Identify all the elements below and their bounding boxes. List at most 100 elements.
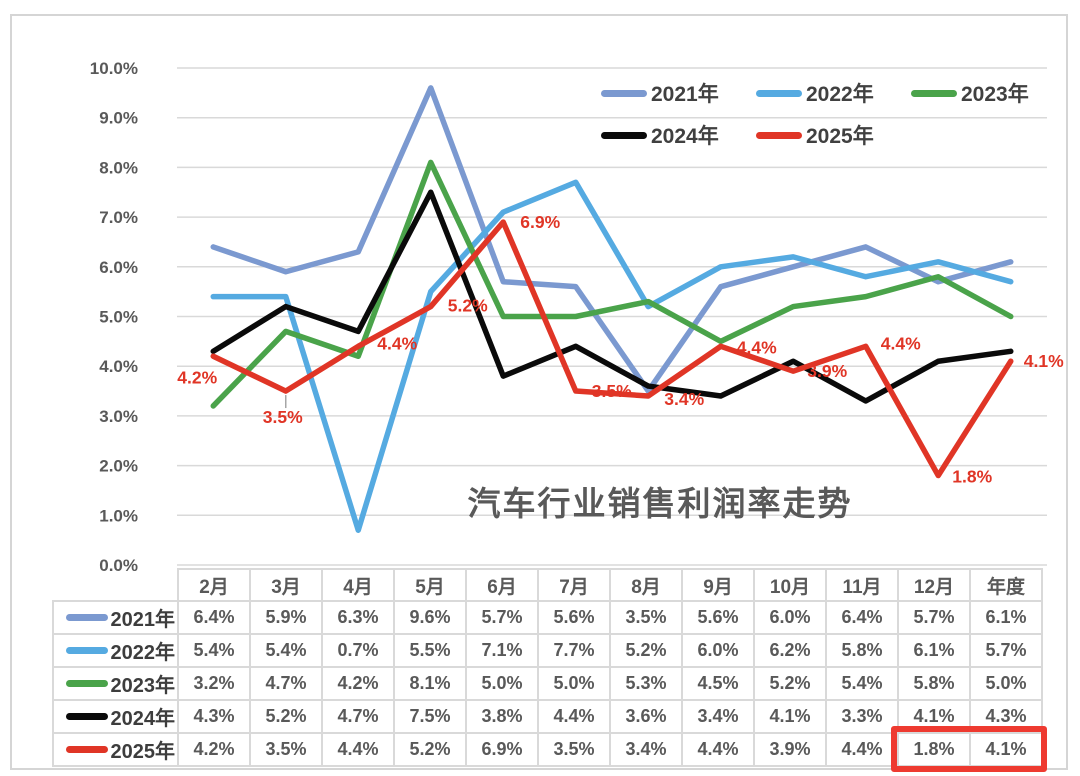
row-label: 2021年 (110, 609, 176, 631)
column-header-6月: 6月 (465, 568, 539, 602)
data-label: 3.5% (592, 381, 632, 401)
row-swatch-icon (65, 614, 108, 621)
column-header-10月: 10月 (753, 568, 827, 602)
table-cell: 4.2% (321, 666, 395, 701)
table-row-2022年: 2022年 5.4% 5.4% 0.7% 5.5% 7.1% 7.7% 5.2% 6.0% 6.2… (52, 633, 1043, 668)
y-tick-label: 3.0% (99, 407, 138, 426)
table-cell: 3.8% (465, 699, 539, 734)
row-swatch-icon (65, 647, 108, 654)
table-cell: 6.0% (753, 600, 827, 635)
legend-item-2022年: 2022年 (756, 72, 911, 114)
table-cell: 6.2% (753, 633, 827, 668)
table-cell: 4.4% (681, 732, 755, 767)
table-cell: 1.8% (897, 732, 971, 767)
table-cell: 3.3% (825, 699, 899, 734)
row-swatch-icon (65, 713, 108, 720)
column-header-7月: 7月 (537, 568, 611, 602)
table-cell: 4.5% (681, 666, 755, 701)
table-cell: 6.4% (825, 600, 899, 635)
table-cell: 4.1% (753, 699, 827, 734)
legend-label: 2025年 (806, 125, 874, 148)
legend-swatch-icon (756, 131, 802, 139)
table-cell: 5.0% (537, 666, 611, 701)
table-cell: 4.1% (969, 732, 1043, 767)
data-label: 3.4% (664, 389, 704, 409)
table-cell: 3.5% (537, 732, 611, 767)
data-labels-2025: 4.2% 3.5% 4.4% 5.2% 6.9% 3.5% 3.4% 4.4% 3.9% 4.4%… (177, 212, 1064, 486)
row-swatch-icon (65, 746, 108, 753)
data-label: 5.2% (448, 296, 488, 316)
data-label: 3.5% (263, 407, 303, 427)
y-axis-labels: 0.0% 1.0% 2.0% 3.0% 4.0% 5.0% 6.0% 7.0% 8.0% 9.0%… (90, 59, 138, 575)
legend-item-2023年: 2023年 (911, 72, 1066, 114)
table-cell: 5.8% (825, 633, 899, 668)
column-header-12月: 12月 (897, 568, 971, 602)
table-cell: 4.7% (249, 666, 323, 701)
table-cell: 5.7% (465, 600, 539, 635)
column-header-2月: 2月 (177, 568, 251, 602)
table-cell: 6.1% (897, 633, 971, 668)
row-header-2024年: 2024年 (52, 699, 179, 734)
table-cell: 4.4% (537, 699, 611, 734)
series-line-2021年 (210, 85, 1014, 394)
table-cell: 5.6% (681, 600, 755, 635)
table-cell: 5.4% (177, 633, 251, 668)
table-cell: 3.2% (177, 666, 251, 701)
table-cell: 5.3% (609, 666, 683, 701)
column-header-8月: 8月 (609, 568, 683, 602)
row-label: 2022年 (110, 642, 176, 664)
table-cell: 6.3% (321, 600, 395, 635)
y-tick-label: 5.0% (99, 308, 138, 327)
table-cell: 5.2% (609, 633, 683, 668)
table-cell: 5.5% (393, 633, 467, 668)
row-header-2025年: 2025年 (52, 732, 179, 767)
table-cell: 3.6% (609, 699, 683, 734)
table-cell: 5.0% (465, 666, 539, 701)
y-tick-label: 0.0% (99, 556, 138, 575)
row-label: 2023年 (110, 675, 176, 697)
table-cell: 6.4% (177, 600, 251, 635)
data-label: 4.4% (377, 333, 417, 353)
table-cell: 6.9% (465, 732, 539, 767)
legend-item-2024年: 2024年 (601, 114, 756, 156)
table-cell: 5.6% (537, 600, 611, 635)
legend-label: 2024年 (651, 125, 719, 148)
legend-item-2025年: 2025年 (756, 114, 911, 156)
table-cell: 3.5% (609, 600, 683, 635)
legend-swatch-icon (601, 89, 647, 97)
row-label: 2024年 (110, 708, 176, 730)
legend-swatch-icon (601, 131, 647, 139)
table-cell: 5.4% (249, 633, 323, 668)
table-row-2021年: 2021年 6.4% 5.9% 6.3% 9.6% 5.7% 5.6% 3.5% 5.6% 6.0… (52, 600, 1043, 635)
table-cell: 5.4% (825, 666, 899, 701)
chart-title: 汽车行业销售利润率走势 (467, 485, 853, 522)
data-label: 4.1% (1024, 351, 1064, 371)
data-label: 1.8% (952, 467, 992, 487)
column-header-3月: 3月 (249, 568, 323, 602)
row-header-2022年: 2022年 (52, 633, 179, 668)
table-cell: 5.7% (969, 633, 1043, 668)
data-table-wrap: 2月 3月 4月 5月 6月 7月 8月 9月 10月 11月 12月 年度 2021年 6.4% 5.9%… (52, 568, 1043, 767)
table-header-row: 2月 3月 4月 5月 6月 7月 8月 9月 10月 11月 12月 年度 (53, 568, 1043, 602)
table-cell: 3.9% (753, 732, 827, 767)
y-tick-label: 8.0% (99, 158, 138, 177)
y-tick-label: 1.0% (99, 506, 138, 525)
table-cell: 3.4% (681, 699, 755, 734)
table-cell: 5.2% (393, 732, 467, 767)
series-line-2023年 (210, 159, 1014, 409)
column-header-年度: 年度 (969, 568, 1043, 602)
table-cell: 5.2% (249, 699, 323, 734)
y-tick-label: 7.0% (99, 208, 138, 227)
highlight-box-dec-annual (891, 726, 1047, 772)
table-cell: 7.7% (537, 633, 611, 668)
legend-label: 2023年 (961, 83, 1029, 106)
y-tick-label: 6.0% (99, 258, 138, 277)
row-swatch-icon (65, 680, 108, 687)
table-cell: 8.1% (393, 666, 467, 701)
table-cell: 4.4% (825, 732, 899, 767)
table-cell: 5.0% (969, 666, 1043, 701)
series-line-2022年 (210, 179, 1014, 533)
y-tick-label: 2.0% (99, 457, 138, 476)
table-corner-cell (53, 569, 178, 601)
